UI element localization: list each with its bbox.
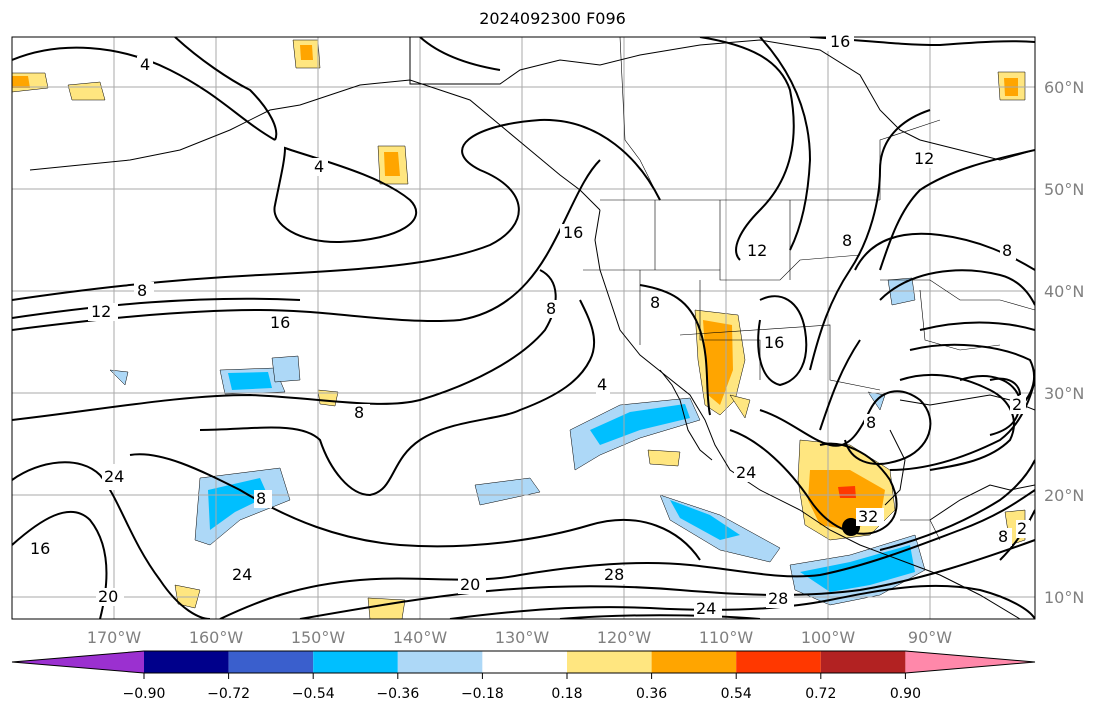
lon-tick-label: 140°W bbox=[393, 628, 448, 647]
contour-label: 12 bbox=[914, 149, 934, 168]
latitude-labels: 60°N 50°N 40°N 30°N 20°N 10°N bbox=[1044, 78, 1084, 607]
contour-label: 12 bbox=[747, 241, 767, 260]
colorbar-bins bbox=[144, 651, 906, 673]
colorbar-bin bbox=[144, 651, 229, 673]
colorbar-bin bbox=[651, 651, 737, 673]
colorbar: −0.90 −0.72 −0.54 −0.36 −0.18 0.18 0.36 … bbox=[11, 650, 1036, 702]
contour-label: 28 bbox=[768, 589, 788, 608]
colorbar-bin bbox=[313, 651, 398, 673]
contour-label: 2 bbox=[1012, 395, 1022, 414]
colorbar-tick-label: 0.90 bbox=[890, 686, 921, 702]
map-title: 2024092300 F096 bbox=[479, 9, 626, 28]
contour-label: 16 bbox=[30, 539, 50, 558]
colorbar-bin bbox=[736, 651, 821, 673]
colorbar-bin bbox=[397, 651, 483, 673]
lat-tick-label: 60°N bbox=[1044, 78, 1084, 97]
contour-label: 4 bbox=[597, 375, 607, 394]
contour-label: 4 bbox=[140, 55, 150, 74]
contour-label: 8 bbox=[546, 299, 556, 318]
contour-label: 24 bbox=[736, 463, 756, 482]
map-area bbox=[12, 37, 1035, 619]
lon-tick-label: 120°W bbox=[597, 628, 652, 647]
colorbar-extend-left bbox=[12, 651, 144, 673]
lon-tick-label: 160°W bbox=[189, 628, 244, 647]
contour-label: 8 bbox=[842, 231, 852, 250]
lat-tick-label: 40°N bbox=[1044, 282, 1084, 301]
contour-label: 20 bbox=[98, 587, 118, 606]
colorbar-tick-label: −0.72 bbox=[207, 686, 250, 702]
contour-labels: 4 4 16 12 8 12 16 8 16 8 8 12 16 8 24 8 … bbox=[28, 32, 1030, 618]
colorbar-tick-label: −0.54 bbox=[292, 686, 335, 702]
colorbar-tick-label: −0.90 bbox=[123, 686, 166, 702]
lon-tick-label: 150°W bbox=[291, 628, 346, 647]
contour-label: 16 bbox=[270, 313, 290, 332]
contour-label: 16 bbox=[563, 223, 583, 242]
colorbar-tick-label: −0.18 bbox=[461, 686, 504, 702]
contour-label: 8 bbox=[137, 281, 147, 300]
contour-label: 16 bbox=[830, 32, 850, 51]
colorbar-bin bbox=[482, 651, 567, 673]
contour-label: 12 bbox=[91, 302, 111, 321]
contour-label: 24 bbox=[104, 467, 124, 486]
lon-tick-label: 90°W bbox=[908, 628, 952, 647]
lon-tick-label: 170°W bbox=[87, 628, 142, 647]
contour-label: 8 bbox=[354, 403, 364, 422]
longitude-labels: 170°W 160°W 150°W 140°W 130°W 120°W 110°… bbox=[87, 628, 952, 647]
lon-tick-label: 110°W bbox=[699, 628, 754, 647]
contour-label: 16 bbox=[764, 333, 784, 352]
contour-label: 4 bbox=[314, 157, 324, 176]
colorbar-tick-label: 0.18 bbox=[551, 686, 582, 702]
contour-label: 20 bbox=[460, 575, 480, 594]
contour-label: 8 bbox=[998, 527, 1008, 546]
colorbar-tick-label: −0.36 bbox=[376, 686, 419, 702]
colorbar-bin bbox=[820, 651, 906, 673]
map-frame bbox=[11, 36, 1036, 620]
contour-label: 8 bbox=[650, 293, 660, 312]
lat-tick-label: 50°N bbox=[1044, 180, 1084, 199]
lat-tick-label: 20°N bbox=[1044, 486, 1084, 505]
colorbar-tick-label: 0.72 bbox=[805, 686, 836, 702]
colorbar-bin bbox=[228, 651, 314, 673]
contour-label: 24 bbox=[232, 565, 252, 584]
colorbar-tick-label: 0.36 bbox=[636, 686, 667, 702]
colorbar-tick-label: 0.54 bbox=[721, 686, 752, 702]
lat-tick-label: 10°N bbox=[1044, 588, 1084, 607]
contour-label: 8 bbox=[866, 413, 876, 432]
colorbar-ticks bbox=[143, 673, 906, 679]
lat-tick-label: 30°N bbox=[1044, 384, 1084, 403]
contour-label: 28 bbox=[604, 565, 624, 584]
contour-label: 32 bbox=[858, 507, 878, 526]
contour-label: 8 bbox=[256, 489, 266, 508]
contour-label: 2 bbox=[1017, 519, 1027, 538]
contour-label: 8 bbox=[1002, 241, 1012, 260]
colorbar-bin bbox=[567, 651, 652, 673]
coastlines bbox=[29, 37, 1035, 619]
contour-label: 24 bbox=[696, 599, 716, 618]
storm-center-marker bbox=[842, 518, 860, 536]
lon-tick-label: 130°W bbox=[495, 628, 550, 647]
lon-tick-label: 100°W bbox=[801, 628, 856, 647]
colorbar-extend-right bbox=[905, 651, 1035, 673]
shaded-regions bbox=[12, 39, 1026, 619]
